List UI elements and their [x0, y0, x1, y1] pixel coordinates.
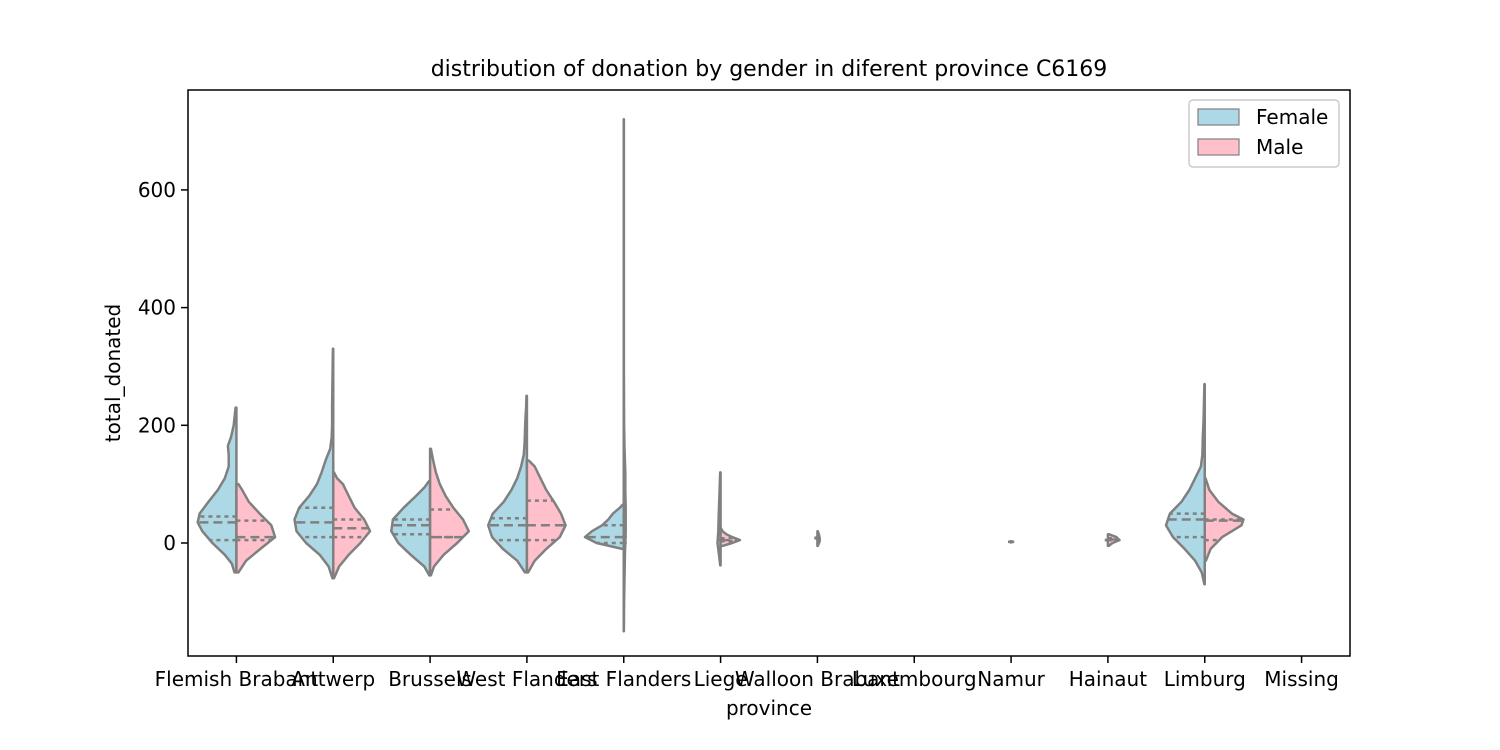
violin-half-shape — [622, 118, 627, 633]
legend-swatch — [1197, 138, 1240, 156]
x-tick-label: Liege — [694, 667, 748, 691]
violin-female — [293, 347, 335, 580]
x-tick-label: Antwerp — [291, 667, 375, 691]
legend-label: Male — [1256, 135, 1303, 159]
x-tick-label: Hainaut — [1069, 667, 1147, 691]
violin-half-shape — [332, 471, 372, 580]
violin-male — [816, 529, 821, 548]
y-axis: 0 200 400 600 — [138, 178, 188, 555]
y-tick-label: 600 — [138, 178, 176, 202]
violin-male — [719, 527, 742, 548]
y-axis-label: total_donated — [101, 304, 125, 442]
violin-half-shape — [196, 406, 238, 574]
x-tick-label: Limburg — [1164, 667, 1246, 691]
legend: Female Male — [1188, 99, 1340, 168]
violin-male — [332, 471, 372, 580]
violin-male — [428, 447, 471, 577]
x-tick-label: Missing — [1264, 667, 1339, 691]
y-tick-label: 0 — [163, 531, 176, 555]
x-axis-label: province — [726, 696, 812, 720]
x-tick-label: Namur — [977, 667, 1045, 691]
violin-half-shape — [428, 447, 471, 577]
y-tick-label: 400 — [138, 296, 176, 320]
x-tick-label: Walloon Brabant — [735, 667, 900, 691]
violin-female — [1164, 382, 1206, 586]
y-tick-label: 200 — [138, 413, 176, 437]
violin-half-shape — [1164, 382, 1206, 586]
violin-female — [196, 406, 238, 574]
x-tick-label: Flemish Brabant — [155, 667, 319, 691]
violin-half-shape — [293, 347, 335, 580]
legend-swatch — [1197, 108, 1240, 126]
x-tick-label: West Flanders — [456, 667, 597, 691]
violin-male — [1203, 477, 1245, 562]
legend-label: Female — [1256, 105, 1328, 129]
violins-layer — [196, 118, 1245, 633]
x-tick-label: Luxembourg — [852, 667, 977, 691]
violin-male — [622, 118, 627, 633]
chart-title: distribution of donation by gender in di… — [431, 57, 1108, 82]
plot-frame — [187, 89, 1351, 657]
violin-male — [1009, 539, 1015, 544]
x-tick-label: East Flanders — [556, 667, 691, 691]
violin-male — [525, 459, 567, 574]
violin-half-shape — [235, 482, 277, 574]
violin-female — [486, 394, 529, 574]
violin-half-shape — [486, 394, 529, 574]
violin-male — [1106, 532, 1121, 548]
x-tick-label: Brussels — [388, 667, 472, 691]
violin-male — [235, 482, 277, 574]
violin-half-shape — [525, 459, 567, 574]
